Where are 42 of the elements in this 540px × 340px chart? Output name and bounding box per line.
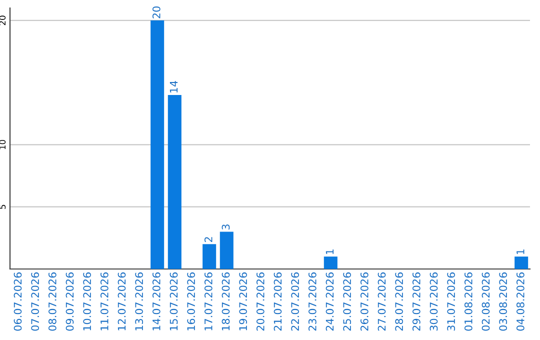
x-tick-label: 26.07.2026 (360, 272, 368, 331)
x-tick-label: 20.07.2026 (256, 272, 264, 331)
x-tick-label: 10.07.2026 (83, 272, 92, 330)
x-tick-label: 11.07.2026 (100, 272, 108, 330)
x-tick-label: 29.07.2026 (412, 272, 420, 331)
x-tick-label: 12.07.2026 (118, 272, 126, 330)
x-tick-label: 15.07.2026 (170, 272, 178, 330)
bar (220, 232, 234, 269)
bar (168, 95, 182, 269)
data-label: 1 (516, 250, 524, 254)
data-label: 20 (152, 6, 160, 18)
x-tick-label: 24.07.2026 (326, 272, 334, 331)
x-tick-label: 27.07.2026 (378, 272, 386, 331)
x-tick-label: 03.08.2026 (499, 272, 508, 331)
data-label: 2 (204, 237, 212, 242)
x-tick-label: 01.08.2026 (464, 272, 472, 331)
x-tick-label: 30.07.2026 (430, 272, 438, 331)
x-tick-label: 28.07.2026 (395, 272, 404, 331)
x-tick-label: 18.07.2026 (222, 272, 230, 330)
x-tick-label: 23.07.2026 (308, 272, 316, 331)
x-tick-label: 31.07.2026 (447, 272, 456, 331)
x-tick-label: 16.07.2026 (187, 272, 196, 330)
x-tick-label: 13.07.2026 (135, 272, 144, 330)
bar (150, 20, 164, 269)
data-label: 1 (326, 250, 334, 254)
x-tick-label: 17.07.2026 (204, 272, 212, 330)
x-tick-label: 08.07.2026 (48, 272, 56, 331)
data-label: 14 (170, 80, 178, 92)
x-tick-label: 07.07.2026 (31, 272, 40, 331)
x-tick-label: 02.08.2026 (482, 272, 490, 331)
x-tick-label: 22.07.2026 (291, 272, 300, 331)
bar (514, 256, 528, 269)
x-tick-label: 04.08.2026 (516, 272, 524, 331)
x-tick-label: 21.07.2026 (274, 272, 282, 331)
data-label: 3 (222, 224, 230, 230)
x-tick-label: 14.07.2026 (152, 272, 160, 330)
x-tick-label: 09.07.2026 (66, 272, 74, 331)
x-tick-label: 19.07.2026 (239, 272, 248, 330)
bar (324, 256, 338, 269)
x-tick-label: 06.07.2026 (14, 272, 22, 331)
x-tick-label: 25.07.2026 (343, 272, 352, 331)
bar (202, 244, 216, 269)
